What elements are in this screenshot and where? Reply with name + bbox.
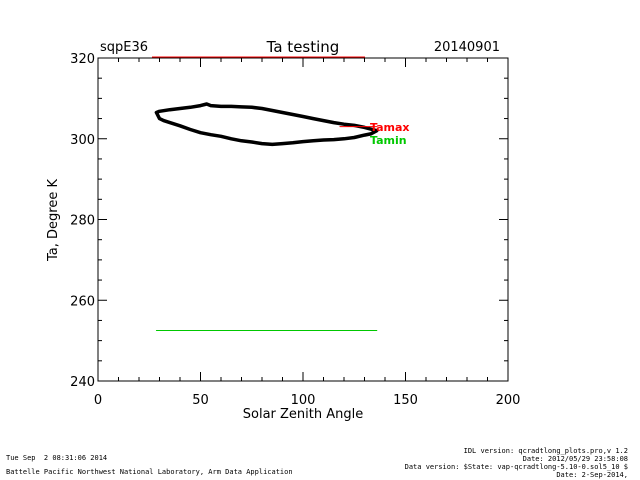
legend-tamax-label: Tamax [370,121,410,134]
x-axis-label: Solar Zenith Angle [243,407,363,422]
x-tick-labels: 0 50 100 150 200 [94,393,521,408]
footer-timestamp: Tue Sep 2 08:31:06 2014 [6,454,108,462]
y-tick-label: 280 [70,214,95,229]
series-line-ta [154,102,379,147]
x-tick-label: 50 [192,393,209,408]
y-axis-label: Ta, Degree K [46,179,61,262]
footer-data-date: Date: 2-Sep-2014, [556,471,628,479]
y-tick-label: 300 [70,133,95,148]
x-tick-label: 100 [291,393,316,408]
footer-lab: Battelle Pacific Northwest National Labo… [6,468,293,476]
footer-idl-version: IDL version: qcradtlong_plots.pro,v 1.2 [463,447,628,455]
x-tick-label: 150 [393,393,418,408]
y-tick-labels: 240 260 280 300 320 [70,52,95,390]
legend-tamin-label: Tamin [370,134,407,147]
plot-frame [97,57,509,382]
chart-title: Ta testing [266,38,340,56]
axis-ticks [97,57,509,382]
date-label: 20140901 [434,40,500,55]
site-label: sqpE36 [100,40,148,55]
y-tick-label: 320 [70,52,95,67]
y-tick-label: 260 [70,294,95,309]
footer-idl-date: Date: 2012/05/29 23:58:08 [522,455,628,463]
y-tick-label: 240 [70,375,95,390]
series-group [154,102,379,331]
footer-data-version: Data version: $State: vap-qcradtlong-5.1… [404,463,628,471]
x-tick-label: 0 [94,393,102,408]
x-tick-label: 200 [496,393,521,408]
